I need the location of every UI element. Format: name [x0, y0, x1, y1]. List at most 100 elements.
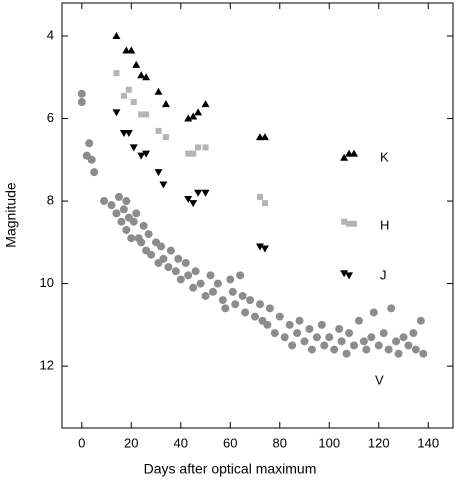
data-point [143, 111, 150, 118]
data-point [392, 337, 401, 346]
data-point [147, 250, 156, 259]
data-point [317, 320, 326, 329]
data-point [138, 111, 145, 118]
x-tick-label: 120 [368, 435, 390, 450]
data-point [112, 32, 121, 40]
data-point [176, 275, 185, 284]
data-point [340, 270, 349, 278]
data-point [189, 112, 198, 120]
data-point [270, 329, 279, 338]
data-point [255, 300, 264, 309]
x-tick-label: 40 [174, 435, 188, 450]
data-point [132, 209, 141, 218]
data-point [351, 220, 358, 227]
data-point [342, 349, 351, 358]
data-point [256, 193, 263, 200]
data-point [122, 197, 131, 206]
data-point [213, 279, 222, 288]
data-point [275, 312, 284, 321]
data-point [154, 169, 163, 177]
data-point [359, 337, 368, 346]
data-point [261, 200, 268, 207]
data-point [87, 155, 96, 164]
data-point [114, 192, 123, 201]
data-point [119, 205, 128, 214]
data-point [190, 150, 197, 157]
data-point [246, 296, 255, 305]
data-point [185, 150, 192, 157]
data-point [137, 71, 146, 79]
data-point [125, 86, 132, 93]
data-point [221, 304, 230, 313]
data-point [201, 291, 210, 300]
data-point [171, 267, 180, 276]
data-point [231, 300, 240, 309]
data-point [300, 337, 309, 346]
data-point [196, 279, 205, 288]
x-tick-label: 140 [417, 435, 439, 450]
data-point [320, 341, 329, 350]
data-point [195, 144, 202, 151]
data-point [255, 243, 264, 251]
data-point [337, 337, 346, 346]
data-point [238, 291, 247, 300]
data-point [137, 238, 146, 247]
data-point [312, 333, 321, 342]
y-axis-title: Magnitude [3, 182, 19, 248]
data-point [161, 100, 170, 108]
data-point [241, 308, 250, 317]
data-point [263, 320, 272, 329]
data-point [280, 333, 289, 342]
data-point [236, 271, 245, 280]
y-tick-label: 10 [40, 275, 54, 290]
series-label: J [380, 267, 387, 282]
x-tick-label: 60 [223, 435, 237, 450]
data-point [181, 258, 190, 267]
data-point [113, 70, 120, 77]
x-tick-label: 20 [124, 435, 138, 450]
data-point [419, 349, 428, 358]
data-point [293, 329, 302, 338]
data-point [184, 195, 193, 203]
data-point [184, 271, 193, 280]
data-point [201, 100, 210, 108]
data-point [201, 189, 210, 197]
data-point [189, 283, 198, 292]
data-point [159, 254, 168, 263]
data-point [384, 345, 393, 354]
data-point [144, 230, 153, 239]
data-point [164, 263, 173, 272]
data-point [202, 144, 209, 151]
data-point [404, 341, 413, 350]
data-point [345, 329, 354, 338]
data-point [155, 127, 162, 134]
data-point [194, 108, 203, 116]
data-point [285, 320, 294, 329]
data-point [379, 329, 388, 338]
data-point [174, 254, 183, 263]
data-point [166, 246, 175, 255]
data-point [374, 341, 383, 350]
data-point [288, 341, 297, 350]
y-tick-label: 12 [40, 358, 54, 373]
data-point [340, 153, 349, 161]
data-point [122, 225, 131, 234]
data-point [226, 275, 235, 284]
data-point [100, 197, 109, 206]
series-label: V [375, 372, 384, 387]
data-point [142, 150, 151, 158]
data-point [117, 217, 126, 226]
data-point [228, 287, 237, 296]
data-point [184, 114, 193, 122]
data-point [325, 333, 334, 342]
data-point [130, 99, 137, 106]
data-point [409, 329, 418, 338]
data-point [369, 308, 378, 317]
data-point [346, 220, 353, 227]
data-point [129, 217, 138, 226]
data-point [124, 129, 133, 137]
x-tick-label: 100 [318, 435, 340, 450]
data-point [127, 234, 136, 243]
data-point [85, 139, 94, 148]
